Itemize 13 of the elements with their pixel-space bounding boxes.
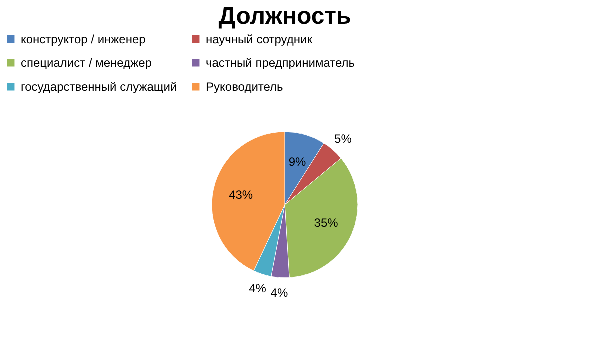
data-label: 9% bbox=[288, 154, 307, 169]
legend-label: Руководитель bbox=[206, 80, 284, 94]
legend-label: специалист / менеджер bbox=[21, 56, 152, 70]
data-label: 35% bbox=[314, 216, 339, 230]
legend-label: конструктор / инженер bbox=[21, 32, 146, 46]
data-label: 43% bbox=[229, 188, 254, 202]
legend-label: частный предприниматель bbox=[206, 56, 356, 70]
data-label: 5% bbox=[334, 132, 352, 146]
legend-label: научный сотрудник bbox=[206, 32, 314, 46]
chart-title: Должность bbox=[218, 3, 352, 30]
data-label: 4% bbox=[249, 282, 267, 296]
legend-label: государственный служащий bbox=[21, 80, 178, 94]
data-label: 4% bbox=[270, 286, 288, 300]
